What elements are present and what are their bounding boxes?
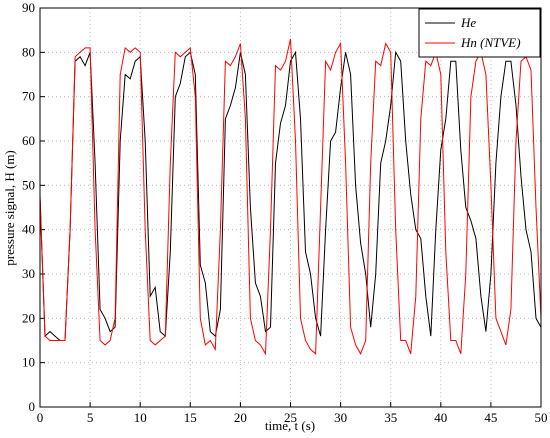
- x-tick-label: 40: [434, 410, 447, 425]
- y-tick-label: 90: [22, 0, 35, 15]
- x-tick-label: 15: [184, 410, 197, 425]
- x-tick-label: 10: [134, 410, 147, 425]
- y-tick-label: 30: [22, 266, 35, 281]
- y-tick-label: 50: [22, 177, 35, 192]
- plot-frame: [39, 7, 542, 408]
- y-tick-label: 60: [22, 133, 35, 148]
- x-axis-label: time, t (s): [265, 418, 315, 433]
- x-tick-label: 30: [334, 410, 347, 425]
- series-line: [39, 50, 542, 341]
- legend-label: Hn (NTVE): [460, 35, 521, 50]
- x-tick-label: 45: [484, 410, 497, 425]
- y-tick-label: 40: [22, 222, 35, 237]
- x-tick-label: 35: [384, 410, 397, 425]
- legend: [418, 8, 541, 58]
- y-tick-label: 70: [22, 89, 35, 104]
- x-tick-label: 25: [284, 410, 297, 425]
- y-tick-label: 10: [22, 355, 35, 370]
- legend-label: He: [460, 15, 476, 30]
- y-tick-label: 0: [29, 399, 36, 414]
- x-tick-label: 0: [37, 410, 44, 425]
- x-tick-label: 5: [87, 410, 94, 425]
- x-tick-label: 50: [535, 410, 548, 425]
- x-tick-label: 20: [234, 410, 247, 425]
- series-line: [39, 38, 542, 356]
- y-axis-label: pressure signal, H (m): [2, 150, 17, 266]
- y-tick-label: 80: [22, 44, 35, 59]
- y-tick-label: 20: [22, 310, 35, 325]
